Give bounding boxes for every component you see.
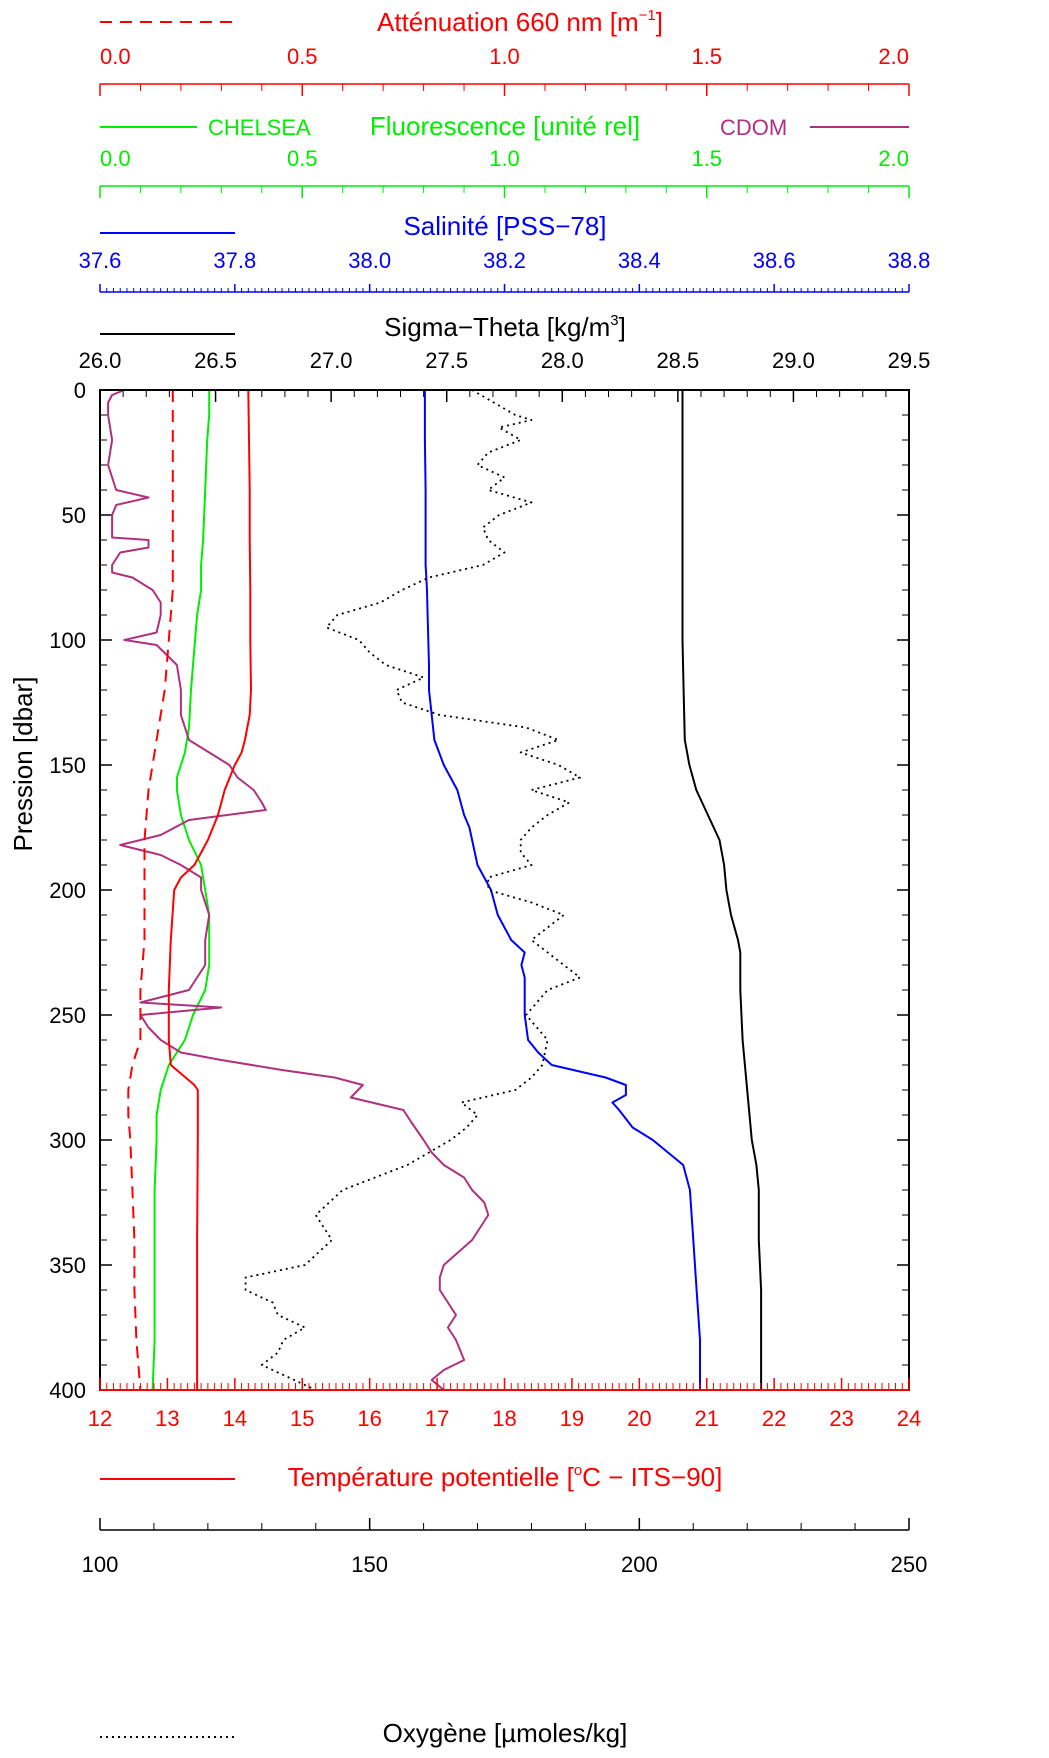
series-cdom xyxy=(107,389,490,1391)
sigma-tick-label: 27.0 xyxy=(310,348,353,373)
pressure-tick-label: 250 xyxy=(49,1003,86,1028)
sigma-title-main: Sigma−Theta [kg/m xyxy=(384,312,610,342)
temperature-tick-label: 16 xyxy=(357,1406,381,1431)
temperature-axis-title: Température potentielle [oC − ITS−90] xyxy=(288,1462,723,1492)
sigma-tick-label: 26.5 xyxy=(194,348,237,373)
sigma-tick-label: 26.0 xyxy=(79,348,122,373)
attenuation-tick-label: 1.5 xyxy=(691,44,722,69)
sigma-axis-title: Sigma−Theta [kg/m3] xyxy=(384,312,626,342)
pressure-tick-label: 150 xyxy=(49,753,86,778)
temperature-tick-label: 21 xyxy=(695,1406,719,1431)
salinity-tick-label: 37.6 xyxy=(79,248,122,273)
fluorescence-axis: CHELSEA Fluorescence [unité rel] CDOM 0.… xyxy=(99,111,910,198)
series-attenuation xyxy=(127,390,174,1391)
salinity-tick-label: 38.6 xyxy=(753,248,796,273)
cdom-legend-label: CDOM xyxy=(720,115,787,140)
chelsea-legend-label: CHELSEA xyxy=(208,115,311,140)
salinity-axis: Salinité [PSS−78] 37.6 37.8 38.0 38.2 38.4 38… xyxy=(79,211,931,293)
pressure-tick-label: 300 xyxy=(49,1128,86,1153)
temperature-axis: 12 13 14 15 16 17 18 19 20 21 22 23 24 Température p… xyxy=(88,1378,921,1492)
temperature-tick-label: 17 xyxy=(425,1406,449,1431)
salinity-axis-title: Salinité [PSS−78] xyxy=(403,211,606,241)
attenuation-title-main: Atténuation 660 nm [m xyxy=(377,7,639,37)
temperature-tick-label: 18 xyxy=(492,1406,516,1431)
temperature-title-sup: o xyxy=(574,1462,582,1479)
temperature-tick-label: 15 xyxy=(290,1406,314,1431)
pressure-tick-label: 100 xyxy=(49,628,86,653)
temperature-tick-label: 13 xyxy=(155,1406,179,1431)
pressure-tick-label: 50 xyxy=(62,503,86,528)
temperature-tick-label: 19 xyxy=(560,1406,584,1431)
attenuation-tick-label: 0.5 xyxy=(287,44,318,69)
fluorescence-tick-label: 1.0 xyxy=(489,146,520,171)
sigma-tick-label: 28.5 xyxy=(656,348,699,373)
fluorescence-tick-label: 0.5 xyxy=(287,146,318,171)
attenuation-title-end: ] xyxy=(656,7,663,37)
pressure-tick-label: 400 xyxy=(49,1378,86,1403)
temperature-title-a: Température potentielle [ xyxy=(288,1462,575,1492)
sigma-tick-label: 27.5 xyxy=(425,348,468,373)
sigma-tick-label: 28.0 xyxy=(541,348,584,373)
plot-frame xyxy=(99,389,910,1391)
attenuation-tick-label: 2.0 xyxy=(878,44,909,69)
sigma-axis: Sigma−Theta [kg/m3] 26.0 26.5 27.0 27.5 28.0… xyxy=(79,312,931,373)
temperature-tick-label: 20 xyxy=(627,1406,651,1431)
y-axis-title: Pression [dbar] xyxy=(8,677,38,852)
sigma-title-sup: 3 xyxy=(610,312,618,329)
attenuation-tick-label: 1.0 xyxy=(489,44,520,69)
salinity-tick-label: 38.8 xyxy=(888,248,931,273)
series-sigma-theta xyxy=(681,390,763,1390)
fluorescence-tick-label: 2.0 xyxy=(878,146,909,171)
temperature-tick-label: 23 xyxy=(829,1406,853,1431)
attenuation-axis-title: Atténuation 660 nm [m−1] xyxy=(377,7,663,37)
salinity-tick-label: 38.2 xyxy=(483,248,526,273)
attenuation-axis: Atténuation 660 nm [m−1] 0.0 0.5 1.0 1.5 2.0 xyxy=(99,7,910,96)
sigma-tick-label: 29.5 xyxy=(888,348,931,373)
fluorescence-axis-title: Fluorescence [unité rel] xyxy=(370,111,640,141)
fluorescence-tick-label: 0.0 xyxy=(100,146,131,171)
salinity-tick-label: 38.4 xyxy=(618,248,661,273)
sigma-tick-label: 29.0 xyxy=(772,348,815,373)
oxygen-tick-label: 150 xyxy=(351,1552,388,1577)
pressure-tick-label: 0 xyxy=(74,378,86,403)
salinity-tick-label: 38.0 xyxy=(348,248,391,273)
oxygen-axis: 100 150 200 250 Oxygène [µmoles/kg] xyxy=(82,1518,928,1748)
attenuation-tick-label: 0.0 xyxy=(100,44,131,69)
salinity-tick-label: 37.8 xyxy=(213,248,256,273)
sigma-title-end: ] xyxy=(619,312,626,342)
oxygen-axis-title: Oxygène [µmoles/kg] xyxy=(383,1718,628,1748)
pressure-tick-label: 200 xyxy=(49,878,86,903)
oxygen-tick-label: 100 xyxy=(82,1552,119,1577)
temperature-tick-label: 14 xyxy=(223,1406,247,1431)
pressure-tick-label: 350 xyxy=(49,1253,86,1278)
temperature-tick-label: 24 xyxy=(897,1406,921,1431)
temperature-tick-label: 12 xyxy=(88,1406,112,1431)
temperature-tick-label: 22 xyxy=(762,1406,786,1431)
series-chelsea xyxy=(151,390,211,1391)
oxygen-tick-label: 200 xyxy=(621,1552,658,1577)
series-temperature xyxy=(167,389,252,1390)
fluorescence-tick-label: 1.5 xyxy=(691,146,722,171)
temperature-title-b: C − ITS−90] xyxy=(582,1462,722,1492)
attenuation-title-sup: −1 xyxy=(639,7,656,24)
series-salinity xyxy=(423,390,701,1390)
oxygen-tick-label: 250 xyxy=(891,1552,928,1577)
series-oxygen xyxy=(244,389,581,1391)
